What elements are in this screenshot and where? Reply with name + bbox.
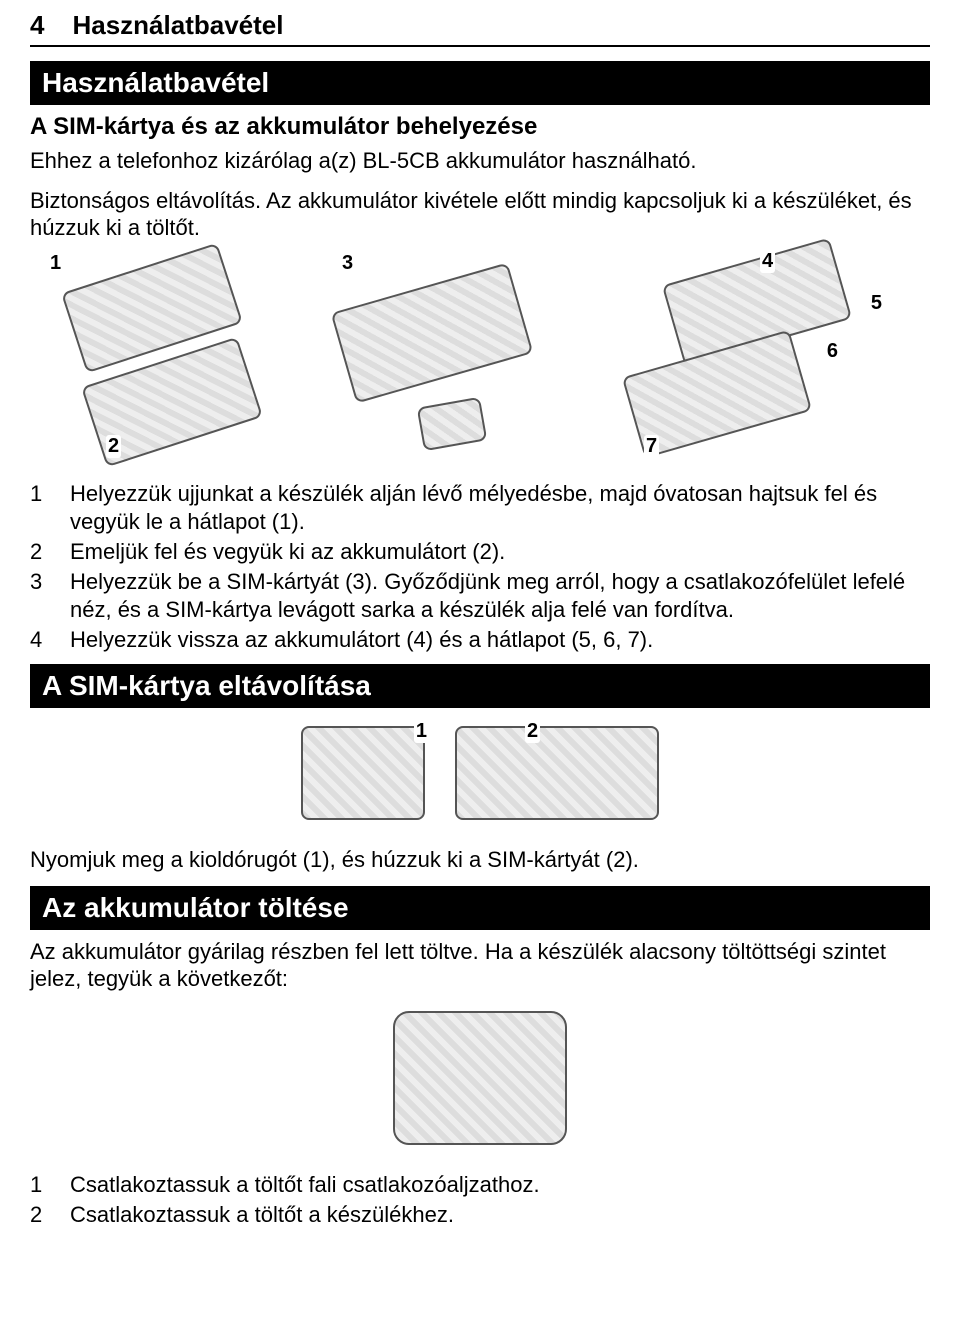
figure-label-7: 7 (644, 435, 659, 458)
figure-label-4: 4 (760, 250, 775, 273)
figure-label-r2: 2 (525, 720, 540, 743)
step-num: 2 (30, 1201, 70, 1229)
numbered-steps-insert: 1 Helyezzük ujjunkat a készülék alján lé… (30, 480, 930, 655)
step-text: Helyezzük be a SIM-kártyát (3). Győződjü… (70, 568, 930, 624)
figure-group-charge (30, 1011, 930, 1145)
step-4: 4 Helyezzük vissza az akkumulátort (4) é… (30, 626, 930, 654)
figure-charge (393, 1011, 567, 1145)
figure-insert-2: 3 (300, 256, 560, 456)
figure-group-insert: 1 2 3 4 5 6 7 (30, 256, 930, 456)
paragraph-charging: Az akkumulátor gyárilag részben fel lett… (30, 938, 930, 993)
paragraph-safe-removal: Biztonságos eltávolítás. Az akkumulátor … (30, 187, 930, 242)
figure-label-5: 5 (869, 292, 884, 315)
section-heading-bar-2: A SIM-kártya eltávolítása (30, 664, 930, 708)
page-header: 4 Használatbavétel (30, 10, 930, 47)
figure-remove-1: 1 (301, 726, 425, 820)
step-text: Helyezzük ujjunkat a készülék alján lévő… (70, 480, 930, 536)
step-1: 1 Helyezzük ujjunkat a készülék alján lé… (30, 480, 930, 536)
figure-insert-1: 1 2 (50, 256, 250, 456)
section-heading-bar-3: Az akkumulátor töltése (30, 886, 930, 930)
charge-step-2: 2 Csatlakoztassuk a töltőt a készülékhez… (30, 1201, 930, 1229)
figure-insert-3: 4 5 6 7 (610, 256, 910, 456)
figure-group-remove: 1 2 (30, 726, 930, 820)
paragraph-battery-type: Ehhez a telefonhoz kizárólag a(z) BL-5CB… (30, 147, 930, 175)
sub-heading-sim-battery: A SIM-kártya és az akkumulátor behelyezé… (30, 113, 930, 141)
step-num: 1 (30, 1171, 70, 1199)
figure-label-1: 1 (48, 252, 63, 275)
paragraph-remove-sim: Nyomjuk meg a kioldórugót (1), és húzzuk… (30, 846, 930, 874)
step-num: 1 (30, 480, 70, 536)
step-num: 2 (30, 538, 70, 566)
step-text: Csatlakoztassuk a töltőt fali csatlakozó… (70, 1171, 930, 1199)
step-3: 3 Helyezzük be a SIM-kártyát (3). Győződ… (30, 568, 930, 624)
step-num: 3 (30, 568, 70, 624)
page-header-title: Használatbavétel (72, 10, 283, 40)
page-number: 4 (30, 10, 44, 41)
step-text: Helyezzük vissza az akkumulátort (4) és … (70, 626, 930, 654)
figure-remove-2: 2 (455, 726, 659, 820)
section-heading-bar-1: Használatbavétel (30, 61, 930, 105)
figure-label-6: 6 (825, 340, 840, 363)
numbered-steps-charge: 1 Csatlakoztassuk a töltőt fali csatlako… (30, 1171, 930, 1229)
step-text: Emeljük fel és vegyük ki az akkumulátort… (70, 538, 930, 566)
step-2: 2 Emeljük fel és vegyük ki az akkumuláto… (30, 538, 930, 566)
charge-step-1: 1 Csatlakoztassuk a töltőt fali csatlako… (30, 1171, 930, 1199)
figure-label-2: 2 (106, 435, 121, 458)
step-text: Csatlakoztassuk a töltőt a készülékhez. (70, 1201, 930, 1229)
figure-label-r1: 1 (414, 720, 429, 743)
step-num: 4 (30, 626, 70, 654)
figure-label-3: 3 (340, 252, 355, 275)
